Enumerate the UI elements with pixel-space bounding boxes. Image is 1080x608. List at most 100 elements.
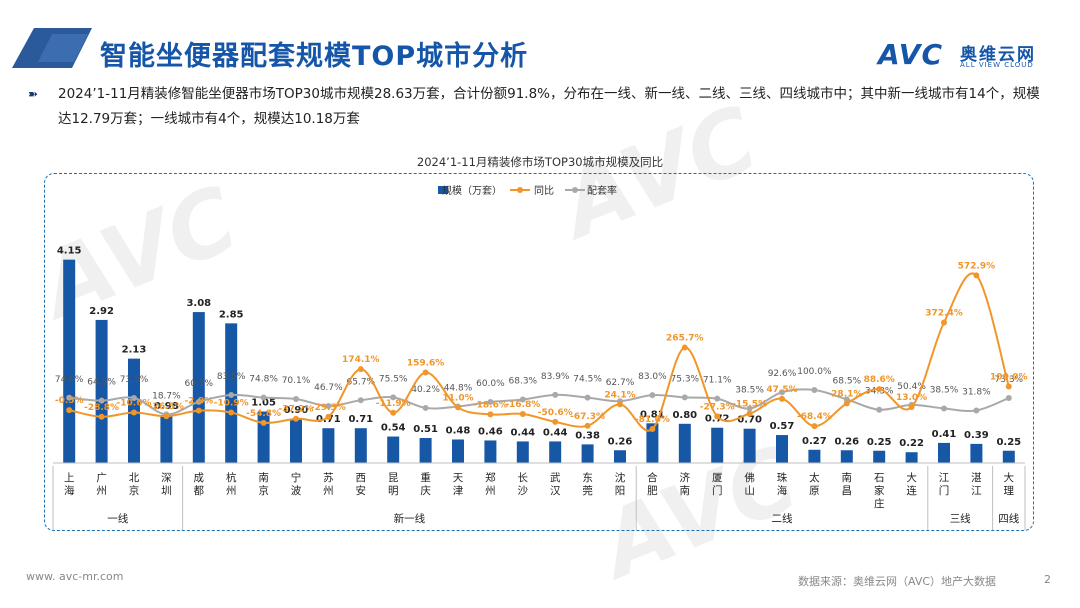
yoy-point (746, 410, 753, 417)
rate-label: 18.7% (152, 391, 181, 401)
rate-point (811, 387, 818, 393)
yoy-label: -28.8% (84, 403, 119, 413)
category-label: 汉 (550, 485, 561, 497)
yoy-label: -15.5% (732, 400, 767, 410)
category-label: 石 (874, 472, 885, 484)
rate-point (131, 394, 137, 401)
yoy-label: 572.9% (958, 261, 996, 271)
rate-label: 75.3% (671, 374, 700, 384)
rate-label: 62.7% (606, 378, 635, 388)
category-label: 明 (388, 485, 399, 497)
bar (63, 259, 76, 463)
rate-label: 83.5% (217, 372, 246, 382)
rate-label: 60.0% (476, 379, 505, 389)
rate-label: 68.5% (833, 376, 862, 386)
bar (549, 441, 562, 463)
category-label: 州 (323, 485, 334, 497)
yoy-label: -10.6% (117, 398, 152, 408)
rate-label: 44.8% (444, 384, 473, 394)
rate-point (228, 391, 235, 398)
yoy-point (1005, 383, 1012, 390)
category-label: 苏 (323, 471, 334, 484)
rate-point (195, 398, 202, 405)
legend-rate-marker (572, 187, 578, 193)
rate-label: 73.5% (120, 375, 149, 385)
yoy-point (617, 401, 623, 408)
footer-website: www. avc-mr.com (26, 570, 124, 583)
bar-value-label: 0.25 (996, 437, 1021, 448)
rate-point (552, 391, 559, 398)
yoy-point (195, 407, 202, 414)
rate-point (260, 394, 267, 401)
summary-text: 2024’1-11月精装修智能坐便器市场TOP30城市规模28.63万套，合计份… (58, 86, 1040, 127)
bar-value-label: 0.38 (575, 430, 600, 441)
brand-logo: AVC 奥维云网 ALL VIEW CLOUD (878, 38, 1068, 74)
category-label: 原 (809, 485, 820, 497)
rate-label: 83.9% (541, 372, 570, 382)
category-label: 江 (971, 485, 982, 497)
rate-point (293, 395, 299, 402)
bar (484, 440, 497, 463)
group-label: 二线 (772, 512, 793, 525)
bar-value-label: 0.25 (867, 437, 892, 448)
rate-label: 31.8% (962, 387, 991, 397)
yoy-label: 174.1% (342, 355, 380, 365)
rate-point (1005, 395, 1012, 402)
rate-label: 74.8% (249, 375, 278, 385)
rate-label: 60.5% (185, 379, 214, 389)
yoy-label: -68.4% (797, 412, 832, 422)
yoy-label: -50.6% (538, 408, 573, 418)
yoy-point (843, 400, 850, 407)
group-label: 一线 (107, 512, 128, 525)
category-label: 佛 (744, 471, 755, 484)
bar-value-label: 0.26 (834, 436, 859, 447)
bar (711, 427, 724, 463)
category-label: 都 (194, 485, 205, 497)
bar-value-label: 2.92 (89, 306, 114, 317)
yoy-point (487, 411, 494, 418)
yoy-point (293, 415, 299, 422)
bar (840, 450, 853, 463)
category-label: 连 (906, 484, 917, 497)
category-label: 门 (939, 484, 950, 497)
yoy-point (649, 426, 656, 433)
yoy-label: -81.0% (635, 415, 670, 425)
bar-value-label: 0.51 (413, 424, 438, 435)
rate-label: 92.6% (768, 369, 797, 379)
bar-value-label: 0.54 (381, 423, 406, 434)
yoy-point (163, 413, 170, 420)
category-label: 州 (96, 485, 107, 497)
yoy-label: -37.2% (279, 405, 314, 415)
bar (257, 411, 270, 463)
yoy-point (714, 413, 721, 420)
category-label: 昌 (842, 485, 853, 497)
rate-point (390, 394, 397, 401)
rate-point (519, 396, 526, 403)
category-label: 京 (258, 484, 269, 497)
yoy-label: -10.9% (214, 399, 249, 409)
bar-value-label: 0.44 (510, 427, 535, 438)
bar (95, 319, 108, 463)
bar (290, 418, 302, 463)
bar (678, 423, 691, 463)
rate-label: 64.5% (87, 378, 116, 388)
bar (516, 441, 529, 463)
yoy-point (584, 422, 591, 429)
category-label: 南 (680, 484, 691, 497)
yoy-point (390, 409, 397, 416)
yoy-label: 47.5% (766, 385, 797, 395)
category-label: 长 (518, 472, 529, 484)
yoy-point (228, 409, 235, 416)
rate-point (422, 404, 429, 411)
bar (743, 428, 756, 463)
category-label: 京 (129, 484, 140, 497)
yoy-point (519, 410, 526, 417)
rate-point (681, 394, 688, 401)
category-label: 海 (777, 484, 788, 497)
yoy-label: 372.4% (925, 308, 963, 318)
legend-yoy-marker (517, 187, 523, 193)
bar-value-label: 4.15 (57, 246, 82, 257)
bar-value-label: 0.71 (348, 414, 373, 425)
bar-value-label: 0.70 (737, 415, 762, 426)
rate-label: 38.5% (930, 385, 959, 395)
